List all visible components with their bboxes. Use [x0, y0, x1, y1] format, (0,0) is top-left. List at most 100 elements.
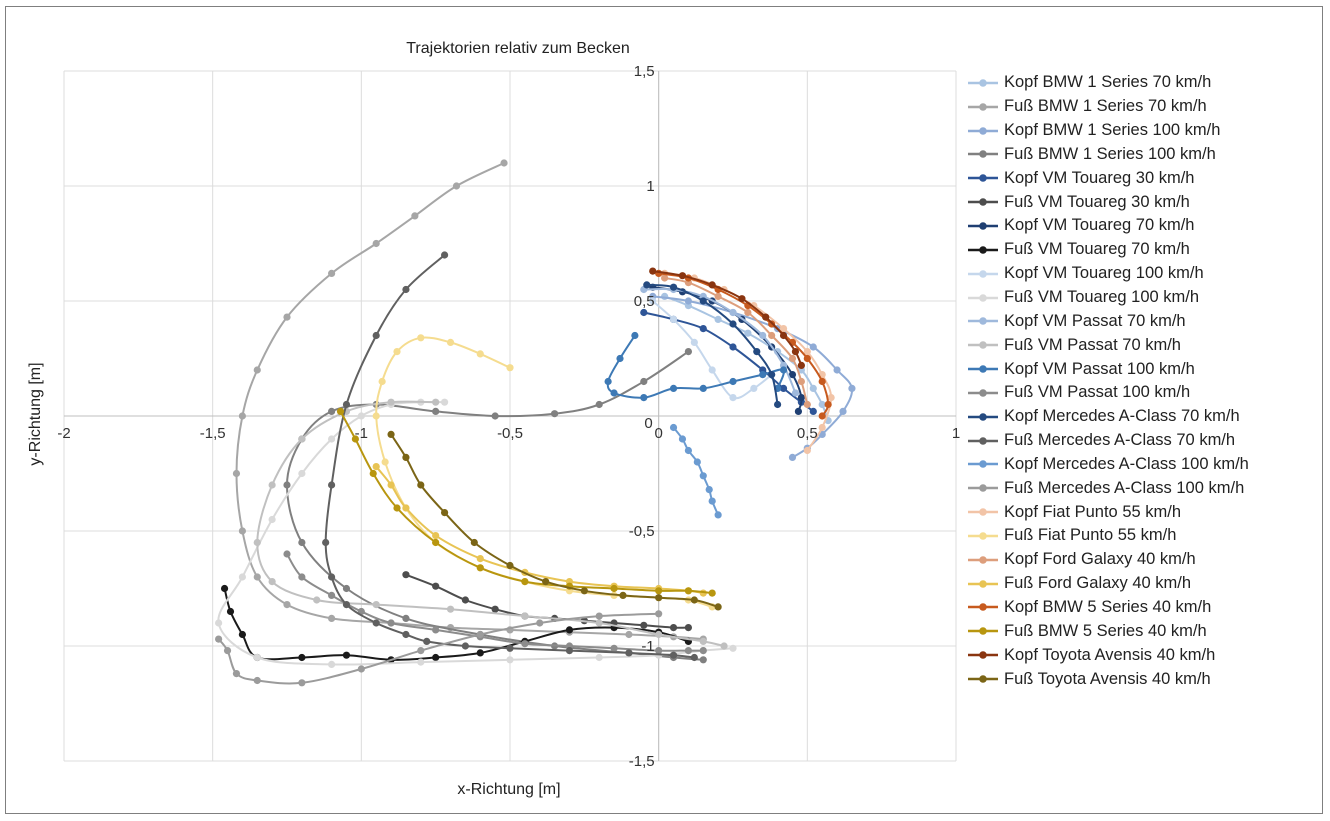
- series-17: [669, 423, 722, 519]
- legend-swatch: [968, 317, 998, 326]
- data-point: [342, 584, 351, 593]
- data-point: [226, 607, 235, 616]
- data-point: [655, 630, 663, 639]
- data-point: [678, 435, 687, 443]
- data-point: [521, 640, 529, 648]
- data-point: [640, 621, 648, 629]
- data-point: [432, 532, 440, 540]
- legend-item: Fuß VM Passat 70 km/h: [968, 333, 1328, 357]
- data-point: [283, 313, 291, 321]
- data-point: [372, 619, 380, 627]
- data-point: [328, 435, 336, 443]
- legend-label: Kopf Mercedes A-Class 70 km/h: [1004, 407, 1240, 426]
- data-point: [452, 182, 461, 190]
- data-point: [476, 555, 484, 563]
- x-axis-title: x-Richtung [m]: [457, 781, 560, 798]
- legend-label: Kopf BMW 1 Series 100 km/h: [1004, 121, 1221, 140]
- data-point: [818, 377, 826, 386]
- data-point: [372, 463, 380, 471]
- data-point: [655, 647, 663, 655]
- data-point: [223, 647, 232, 655]
- data-point: [744, 329, 752, 337]
- series-line: [643, 311, 814, 413]
- data-point: [402, 614, 410, 623]
- legend-item: Fuß Fiat Punto 55 km/h: [968, 524, 1328, 548]
- legend-label: Kopf BMW 5 Series 40 km/h: [1004, 597, 1212, 616]
- data-point: [744, 308, 752, 317]
- legend-swatch: [968, 675, 998, 683]
- data-point: [461, 596, 469, 604]
- data-point: [232, 670, 241, 678]
- series-16: [322, 251, 698, 662]
- data-point: [649, 267, 657, 275]
- data-point: [684, 348, 693, 356]
- data-point: [580, 587, 588, 595]
- data-point: [797, 394, 805, 402]
- data-point: [708, 281, 716, 289]
- chart-frame: -2 -1,5 -1 -0,5 0 0,5 1 -1,5 -1 -0,5 0,5 1 1,5 0 Traj…: [5, 6, 1323, 814]
- legend-label: Fuß Toyota Avensis 40 km/h: [1004, 669, 1211, 688]
- data-point: [232, 469, 241, 478]
- data-point: [604, 377, 612, 386]
- data-point: [402, 630, 410, 639]
- data-point: [521, 612, 529, 620]
- data-point: [809, 343, 817, 351]
- data-point: [238, 630, 246, 639]
- legend-label: Fuß BMW 5 Series 40 km/h: [1004, 621, 1207, 640]
- legend-label: Fuß Mercedes A-Class 100 km/h: [1004, 478, 1245, 497]
- legend-swatch: [968, 651, 998, 659]
- series-20: [372, 334, 716, 611]
- data-point: [699, 325, 707, 333]
- data-point: [762, 313, 770, 321]
- legend-swatch: [968, 102, 998, 111]
- legend-label: Kopf Fiat Punto 55 km/h: [1004, 502, 1182, 521]
- data-point: [640, 308, 648, 317]
- data-point: [393, 348, 401, 356]
- legend-swatch: [968, 532, 998, 540]
- data-point: [381, 458, 389, 466]
- data-point: [369, 469, 377, 478]
- legend-item: Fuß VM Touareg 30 km/h: [968, 190, 1328, 214]
- data-point: [699, 637, 707, 646]
- data-point: [669, 423, 678, 432]
- legend-swatch: [968, 555, 998, 564]
- data-point: [640, 394, 648, 402]
- data-point: [750, 384, 758, 392]
- data-point: [432, 538, 440, 547]
- data-point: [470, 538, 478, 547]
- data-point: [238, 527, 246, 535]
- data-point: [779, 325, 788, 333]
- data-point: [402, 453, 410, 461]
- data-point: [298, 469, 306, 478]
- data-point: [729, 320, 737, 328]
- data-point: [631, 331, 639, 340]
- legend-item: Fuß VM Touareg 70 km/h: [968, 238, 1328, 262]
- legend-item: Fuß BMW 1 Series 100 km/h: [968, 143, 1328, 167]
- legend-swatch: [968, 150, 998, 159]
- series-10: [215, 398, 737, 669]
- data-point: [387, 619, 395, 627]
- data-point: [506, 644, 514, 652]
- legend-item: Fuß VM Passat 100 km/h: [968, 381, 1328, 405]
- data-point: [476, 564, 484, 572]
- legend-swatch: [968, 508, 998, 516]
- legend-swatch: [968, 79, 998, 87]
- legend-swatch: [968, 460, 998, 469]
- data-point: [714, 603, 722, 611]
- data-point: [690, 653, 698, 662]
- legend-item: Kopf VM Passat 70 km/h: [968, 309, 1328, 333]
- legend-swatch: [968, 389, 998, 397]
- data-point: [342, 651, 351, 659]
- data-point: [779, 366, 788, 374]
- x-tick-label: 0,5: [797, 425, 818, 442]
- data-point: [423, 637, 431, 646]
- data-point: [649, 297, 657, 305]
- legend-swatch: [968, 126, 998, 135]
- data-point: [387, 430, 395, 438]
- data-point: [809, 384, 817, 392]
- data-point: [446, 338, 455, 346]
- data-point: [440, 251, 449, 259]
- data-point: [372, 601, 380, 609]
- data-point: [328, 614, 336, 623]
- data-point: [283, 601, 291, 609]
